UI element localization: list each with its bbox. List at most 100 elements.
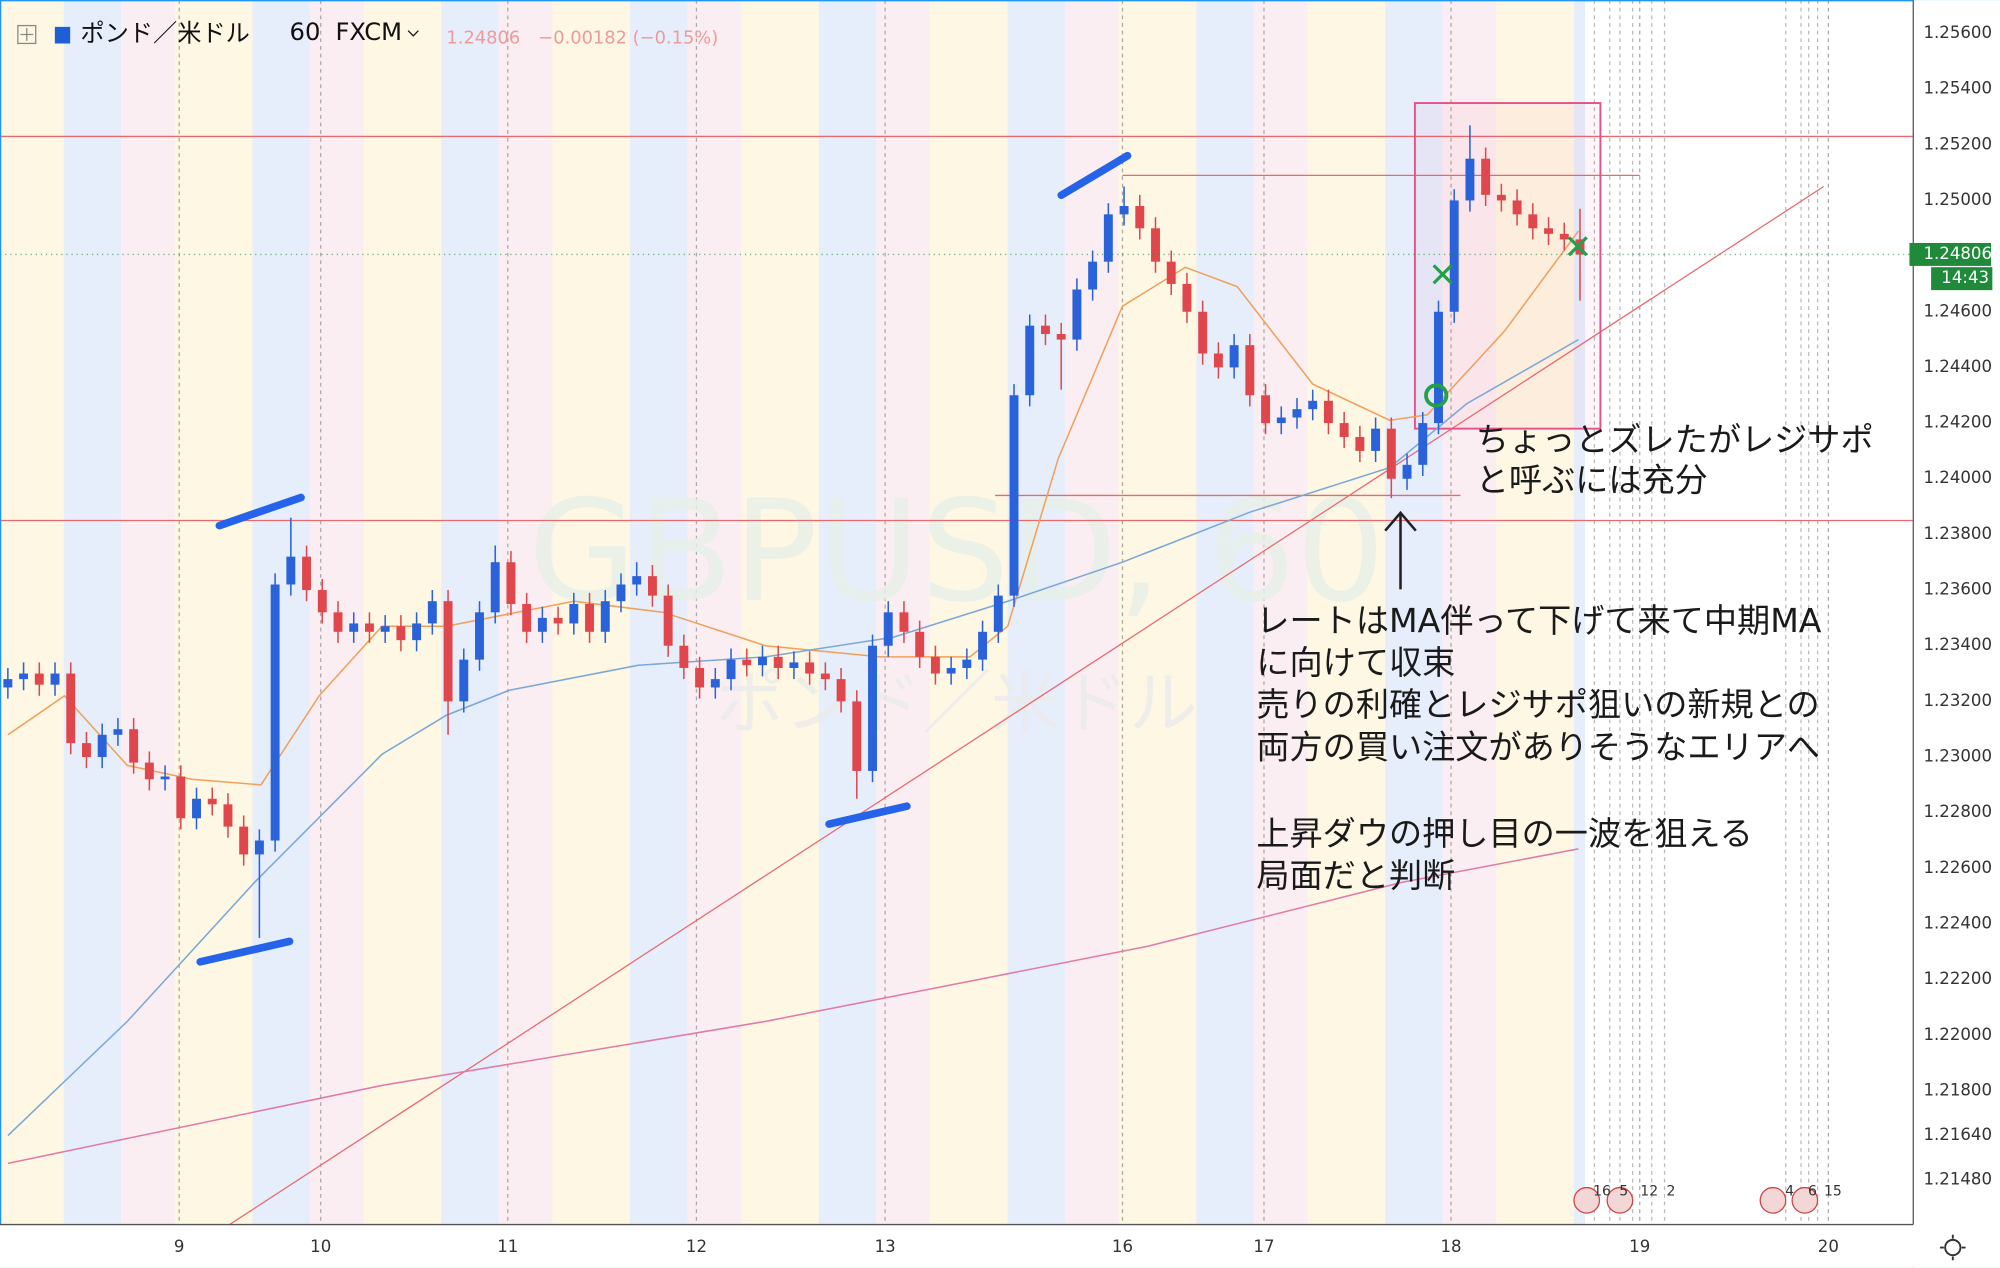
band xyxy=(1007,0,1066,1225)
candle-body xyxy=(286,556,296,585)
band xyxy=(1573,0,1586,1225)
event-label: 12 xyxy=(1640,1183,1658,1199)
y-tick-label: 1.24000 xyxy=(1923,468,1992,487)
candle-body xyxy=(1261,395,1271,424)
candle-body xyxy=(726,659,736,680)
candle-body xyxy=(600,601,610,632)
candle-body xyxy=(459,659,469,702)
candle-body xyxy=(710,679,720,688)
plot: 16 5 12 2 4 6 15 xyxy=(0,102,1914,1226)
candle-body xyxy=(1072,289,1082,340)
candle-body xyxy=(820,673,830,680)
candle-body xyxy=(899,612,909,632)
candle-body xyxy=(412,623,422,641)
y-tick-label: 1.25600 xyxy=(1923,23,1992,42)
band xyxy=(252,0,310,1225)
header-price: 1.24806 xyxy=(446,27,520,48)
event-label: 2 xyxy=(1666,1183,1675,1199)
candle-body xyxy=(1135,206,1145,229)
candle-body xyxy=(993,595,1003,632)
source[interactable]: FXCM xyxy=(335,18,402,46)
candle-body xyxy=(1040,325,1050,335)
x-tick-label: 17 xyxy=(1253,1237,1274,1256)
candle-body xyxy=(1559,233,1569,240)
timer-label: 14:43 xyxy=(1941,268,1989,287)
candle-body xyxy=(50,673,60,685)
candle-body xyxy=(1276,417,1286,424)
candle-body xyxy=(1465,158,1475,201)
candle-body xyxy=(223,804,233,827)
candle-body xyxy=(160,776,170,780)
candle-body xyxy=(1323,400,1333,424)
event-icon xyxy=(1573,1186,1601,1214)
candle-body xyxy=(1355,436,1365,451)
candle-body xyxy=(946,667,956,674)
drawing-stroke xyxy=(196,937,294,966)
candle-body xyxy=(192,798,201,819)
y-tick-label: 1.25200 xyxy=(1923,134,1992,153)
y-tick-label: 1.23400 xyxy=(1923,635,1992,654)
candle-body xyxy=(1229,345,1239,368)
session-bands xyxy=(0,0,1819,1225)
candle-body xyxy=(1512,200,1522,215)
symbol[interactable]: ポンド／米ドル xyxy=(80,20,250,48)
candle-body xyxy=(1166,261,1176,284)
candle-body xyxy=(978,631,988,660)
candle-body xyxy=(506,562,516,604)
band xyxy=(818,0,877,1225)
x-tick-label: 10 xyxy=(310,1237,331,1256)
candle-body xyxy=(427,601,437,624)
candle-body xyxy=(616,584,626,602)
candle-body xyxy=(1449,200,1459,312)
trend-line xyxy=(229,185,1825,1226)
y-tick-label: 1.23200 xyxy=(1923,691,1992,710)
expand-icon[interactable] xyxy=(17,24,37,45)
candle-body xyxy=(852,701,862,771)
candle-body xyxy=(836,679,846,702)
timer-box xyxy=(1931,267,1993,291)
event-label: 4 xyxy=(1785,1183,1794,1199)
annotation: 局面だと判断 xyxy=(1256,856,1455,895)
interval[interactable]: 60 xyxy=(290,18,321,46)
band xyxy=(1253,0,1308,1225)
y-tick-label: 1.22800 xyxy=(1923,802,1992,821)
candle-body xyxy=(443,601,453,702)
candle-body xyxy=(1182,283,1192,312)
last-price-label: 1.24806 xyxy=(1923,244,1992,263)
source-dropdown[interactable] xyxy=(407,30,419,37)
drawings xyxy=(196,151,1132,966)
candle-body xyxy=(1544,228,1553,234)
x-tick-label: 12 xyxy=(686,1237,707,1256)
candle-body xyxy=(176,776,186,819)
candle-body xyxy=(805,662,815,674)
x-tick-label: 16 xyxy=(1112,1237,1133,1256)
y-tick-label: 1.21800 xyxy=(1923,1080,1992,1099)
y-tick-label: 1.22000 xyxy=(1923,1025,1992,1044)
price-axis xyxy=(1913,0,2000,1268)
candle-body xyxy=(97,734,107,758)
moving-average xyxy=(7,338,1579,1137)
candle-body xyxy=(1481,158,1491,195)
candle-body xyxy=(773,656,783,668)
drawing-stroke xyxy=(1057,151,1132,200)
band xyxy=(63,0,122,1225)
moving-average xyxy=(7,230,1580,786)
annotation: 上昇ダウの押し目の一波を狙える xyxy=(1256,814,1752,853)
annotation: 両方の買い注文がありそうなエリアへ xyxy=(1256,727,1820,766)
candle-body xyxy=(364,623,374,632)
candle-body xyxy=(695,667,705,688)
candle-body xyxy=(789,662,799,668)
event-icon xyxy=(1759,1186,1787,1214)
candle-body xyxy=(679,645,689,668)
candle-body xyxy=(1292,409,1302,418)
drawing-stroke xyxy=(825,802,911,828)
candle-body xyxy=(1418,423,1428,465)
band xyxy=(1385,0,1443,1225)
y-tick-label: 1.22400 xyxy=(1923,914,1992,933)
settings-icon[interactable] xyxy=(1944,1238,1962,1257)
annotation: に向けて収束 xyxy=(1256,643,1455,682)
highlight-box xyxy=(1413,102,1602,430)
candle-body xyxy=(632,576,642,585)
annotations: ちょっとズレたがレジサポと呼ぶには充分レートはMA伴って下げて来て中期MAに向け… xyxy=(1256,420,1873,895)
